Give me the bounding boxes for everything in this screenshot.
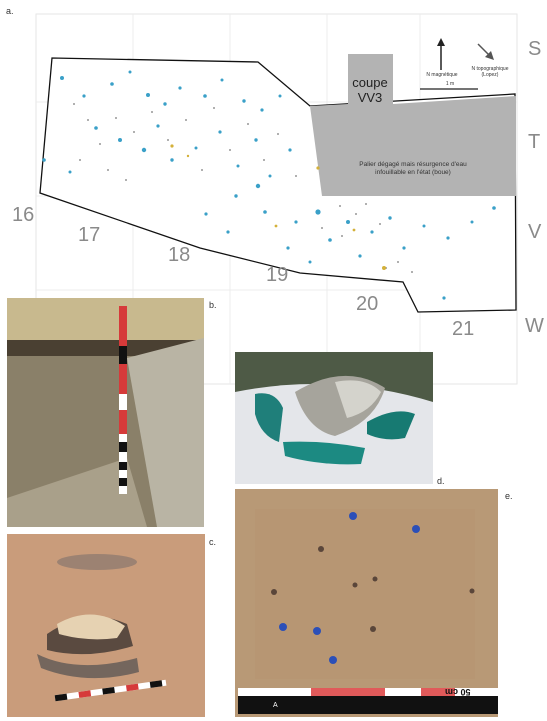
finds-yellow [170,144,386,270]
pins [279,512,420,664]
panel-letter-e: e. [505,491,513,501]
photo-e-floor: A 50 cm [235,489,498,717]
north-magnetic-label: N magnétique [426,72,458,78]
scale-label: 1 m [445,81,455,87]
row-label-v: V [528,221,542,243]
row-label-t: T [528,131,541,153]
col-label-17: 17 [78,224,101,246]
photo-d-refit [235,352,433,484]
col-label-20: 20 [356,293,379,315]
scale-marker-e: A [273,702,278,709]
palier-note: Palier dégagé mais résurgence d'eau info… [328,161,498,177]
scale-rod [119,306,127,494]
finds-dark [73,103,413,273]
coupe-line1: coupe [352,75,388,90]
panel-letter-b: b. [209,300,217,310]
panel-letter-a: a. [6,6,14,16]
excavation-plan [35,13,518,385]
col-label-19: 19 [266,264,289,286]
artifacts [271,546,475,632]
col-label-21: 21 [452,318,475,340]
col-label-16: 16 [12,204,35,226]
panel-a: a. [6,6,544,385]
panel-letter-d: d. [437,476,445,486]
coupe-label: coupe VV3 [340,75,400,105]
excluded-zone [310,54,516,196]
scale-bar-c [54,679,167,702]
col-label-18: 18 [168,244,191,266]
palier-line1: Palier dégagé mais résurgence d'eau [359,161,467,168]
row-label-w: W [525,315,544,337]
row-label-s: S [528,38,542,60]
coupe-line2: VV3 [357,90,383,105]
panel-letter-c: c. [209,537,217,547]
photo-c-artifact [7,534,205,717]
north-topographic-label: N topographique (Lopez) [471,66,509,78]
finds-blue [42,70,496,300]
photo-b-section [7,298,204,527]
scale-label-e: 50 cm [445,687,471,697]
palier-line2: infouillable en l'état (boue) [375,169,451,176]
